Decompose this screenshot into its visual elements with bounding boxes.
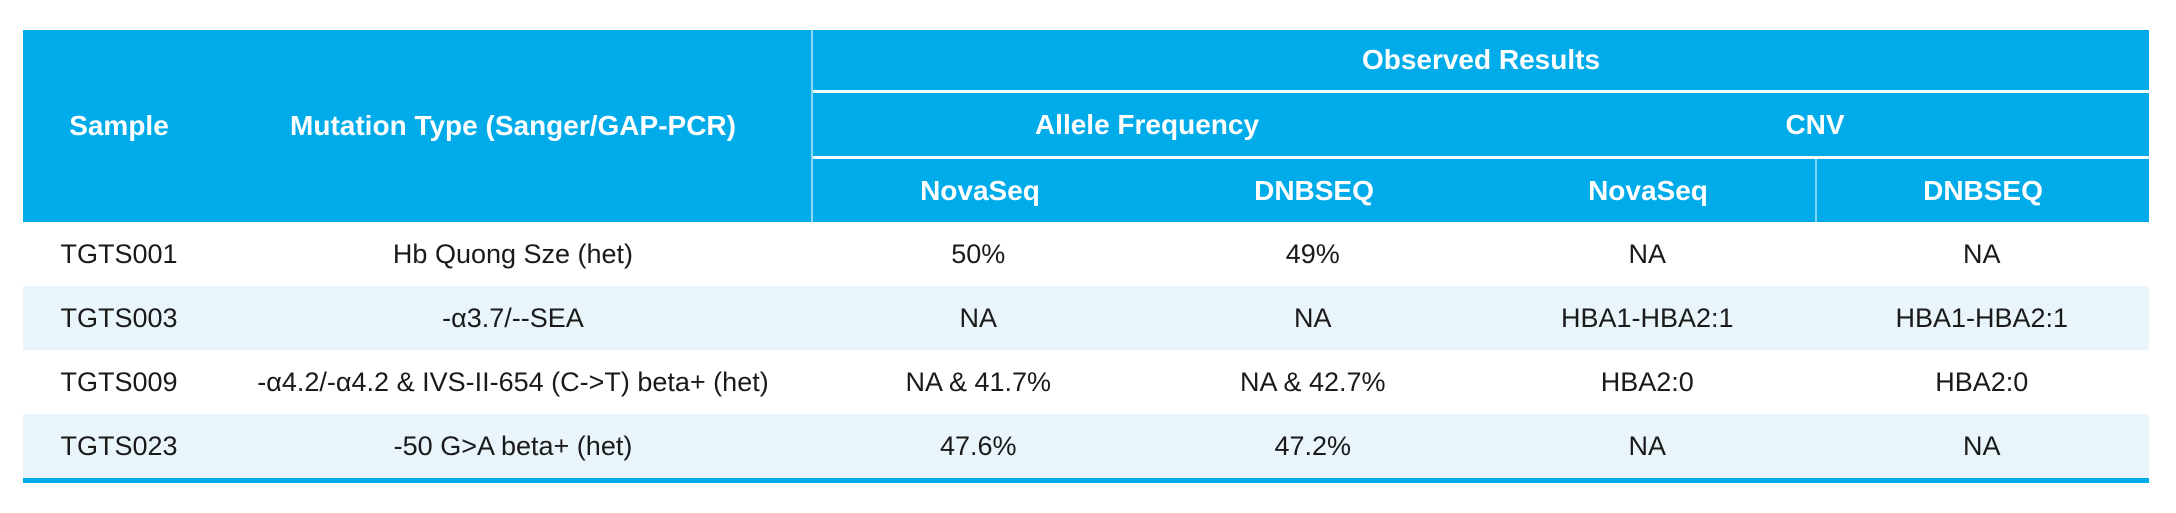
- cell-mutation-type: Hb Quong Sze (het): [392, 238, 634, 269]
- cell-cnv-dnbseq: HBA1-HBA2:1: [1895, 302, 2069, 333]
- table-row: TGTS003 -α3.7/--SEA NA NA HBA1-HBA2:1 HB…: [23, 286, 2149, 350]
- header-cell-af-novaseq: NovaSeq: [920, 174, 1040, 206]
- table-row: TGTS009 -α4.2/-α4.2 & IVS-II-654 (C->T) …: [23, 350, 2149, 414]
- header-cell-af-dnbseq: DNBSEQ: [1254, 174, 1374, 206]
- header-cell-sample: Sample: [23, 30, 215, 222]
- header-cell-observed-results: Observed Results: [1361, 44, 1601, 75]
- cell-af-novaseq: 47.6%: [939, 430, 1017, 461]
- table-bottom-border: [23, 478, 2149, 483]
- cell-cnv-novaseq: NA: [1628, 238, 1666, 269]
- header-separator-line: [813, 90, 2149, 93]
- results-table: Sample Mutation Type (Sanger/GAP-PCR) Ob…: [23, 30, 2149, 483]
- cell-af-dnbseq: NA & 42.7%: [1239, 366, 1386, 397]
- cell-mutation-type: -50 G>A beta+ (het): [393, 430, 633, 461]
- table-row: TGTS001 Hb Quong Sze (het) 50% 49% NA NA: [23, 222, 2149, 286]
- header-observed-results-group: Observed Results Allele Frequency CNV No…: [811, 30, 2149, 222]
- header-cell-mutation-type: Mutation Type (Sanger/GAP-PCR): [215, 30, 811, 222]
- cell-sample: TGTS009: [60, 366, 178, 397]
- header-platform-row: NovaSeq DNBSEQ NovaSeq DNBSEQ: [813, 159, 2149, 222]
- header-separator-line: [813, 156, 2149, 159]
- cell-sample: TGTS023: [60, 430, 178, 461]
- cell-af-dnbseq: 47.2%: [1274, 430, 1352, 461]
- cell-af-dnbseq: NA: [1293, 302, 1332, 333]
- cell-af-novaseq: 50%: [951, 238, 1006, 269]
- table-header: Sample Mutation Type (Sanger/GAP-PCR) Ob…: [23, 30, 2149, 222]
- cell-cnv-dnbseq: NA: [1962, 430, 2001, 461]
- cell-cnv-dnbseq: NA: [1962, 238, 2001, 269]
- cell-cnv-novaseq: HBA1-HBA2:1: [1560, 302, 1734, 333]
- cell-mutation-type: -α3.7/--SEA: [442, 302, 584, 333]
- cell-af-novaseq: NA: [959, 302, 997, 333]
- header-subgroup-row: Allele Frequency CNV: [813, 93, 2149, 156]
- header-cell-cnv-dnbseq: DNBSEQ: [1815, 159, 2149, 222]
- table-row: TGTS023 -50 G>A beta+ (het) 47.6% 47.2% …: [23, 414, 2149, 478]
- header-cell-cnv: CNV: [1785, 108, 1845, 140]
- cell-sample: TGTS001: [60, 238, 178, 269]
- cell-sample: TGTS003: [60, 302, 178, 333]
- cell-af-dnbseq: 49%: [1285, 238, 1340, 269]
- cell-cnv-novaseq: HBA2:0: [1600, 366, 1694, 397]
- cell-cnv-dnbseq: HBA2:0: [1935, 366, 2029, 397]
- cell-af-novaseq: NA & 41.7%: [905, 366, 1052, 397]
- cell-cnv-novaseq: NA: [1628, 430, 1666, 461]
- header-cell-cnv-novaseq: NovaSeq: [1588, 174, 1708, 206]
- header-cell-allele-frequency: Allele Frequency: [1034, 108, 1260, 140]
- cell-mutation-type: -α4.2/-α4.2 & IVS-II-654 (C->T) beta+ (h…: [257, 366, 769, 397]
